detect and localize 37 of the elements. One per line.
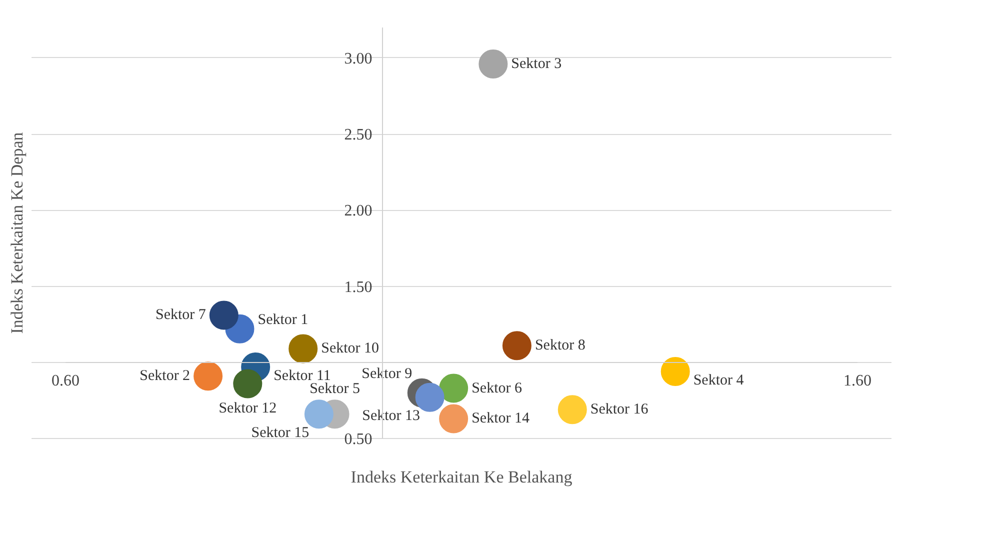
- series-label: Sektor 7: [155, 307, 206, 324]
- series-label: Sektor 5: [310, 381, 360, 398]
- point: [558, 395, 587, 424]
- point: [415, 382, 444, 412]
- series-label: Sektor 14: [472, 410, 530, 427]
- y-tick-label: 2.50: [344, 126, 372, 144]
- y-axis-title: Indeks Keterkaitan Ke Depan: [8, 132, 26, 334]
- x-tick-label: 0.60: [52, 372, 80, 390]
- point: [660, 357, 690, 386]
- series-label: Sektor 9: [362, 366, 412, 382]
- x-tick-label: 1.60: [844, 372, 872, 390]
- y-tick-label: 2.00: [344, 202, 372, 220]
- y-tick-label: 3.00: [344, 50, 372, 68]
- point: [304, 400, 334, 429]
- series-label: Sektor 10: [321, 340, 380, 357]
- series-label: Sektor 3: [511, 56, 562, 72]
- point: [439, 374, 468, 403]
- point: [478, 50, 508, 79]
- series-label: Sektor 6: [472, 380, 522, 396]
- point: [209, 300, 238, 330]
- series-label: Sektor 16: [590, 402, 649, 418]
- point: [288, 334, 318, 364]
- y-tick-label: 0.50: [344, 431, 372, 448]
- series-label: Sektor 15: [251, 424, 310, 441]
- point: [233, 369, 262, 398]
- series-label: Sektor 11: [274, 368, 331, 384]
- point: [439, 404, 468, 434]
- series-label: Sektor 8: [534, 338, 586, 354]
- series-label: Sektor 12: [218, 400, 277, 417]
- x-axis-title: Indeks Keterkaitan Ke Belakang: [350, 468, 573, 486]
- point: [502, 331, 532, 360]
- series-label: Sektor 13: [362, 408, 420, 424]
- series-label: Sektor 4: [693, 372, 744, 389]
- series-label: Sektor 2: [140, 368, 190, 384]
- series-label: Sektor 1: [258, 312, 308, 328]
- y-tick-label: 1.50: [344, 278, 372, 296]
- point: [194, 362, 223, 391]
